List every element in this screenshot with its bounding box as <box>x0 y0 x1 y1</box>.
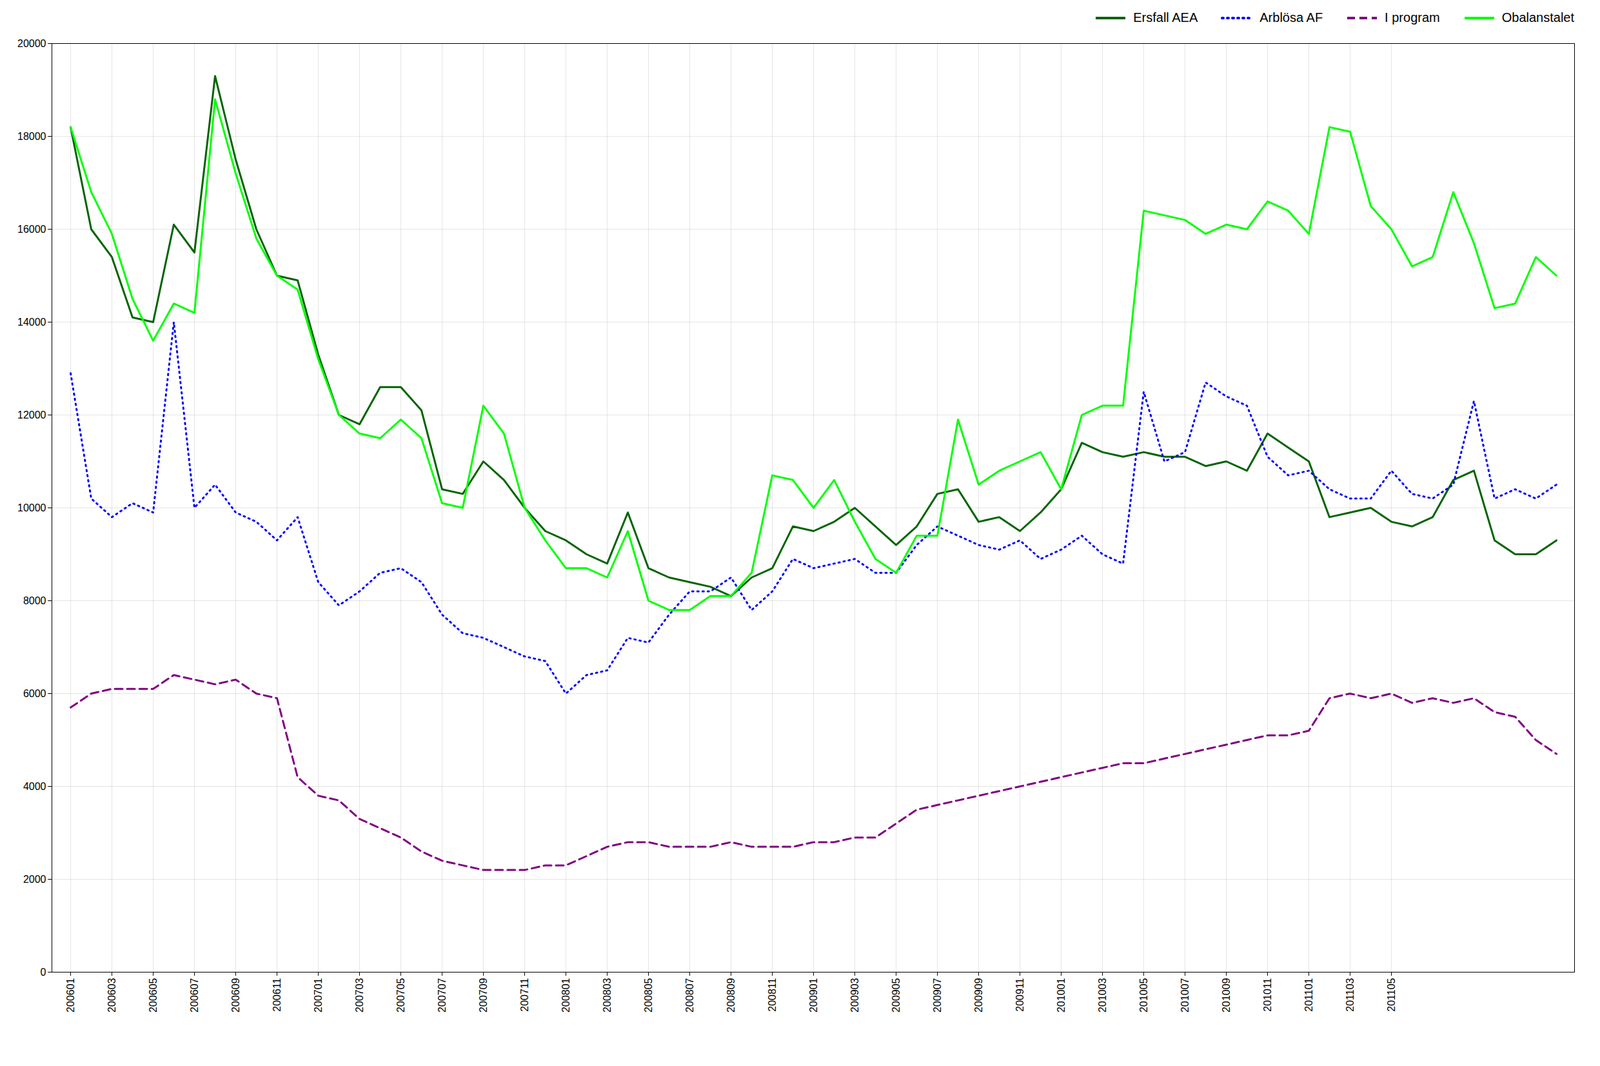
svg-text:8000: 8000 <box>23 595 47 607</box>
svg-text:201103: 201103 <box>1344 977 1356 1012</box>
svg-text:200605: 200605 <box>147 977 159 1012</box>
svg-text:12000: 12000 <box>17 409 47 421</box>
svg-text:200905: 200905 <box>890 977 902 1012</box>
svg-text:201009: 201009 <box>1220 977 1232 1012</box>
svg-text:200607: 200607 <box>188 977 200 1012</box>
svg-text:200603: 200603 <box>106 977 118 1012</box>
svg-text:200803: 200803 <box>601 977 613 1012</box>
svg-text:6000: 6000 <box>23 688 47 700</box>
svg-text:200805: 200805 <box>642 977 654 1012</box>
svg-text:200807: 200807 <box>684 977 696 1012</box>
svg-text:201011: 201011 <box>1262 977 1274 1012</box>
html-text:Ersfall AEA: Ersfall AEA <box>1133 10 1198 25</box>
svg-text:20000: 20000 <box>17 38 47 50</box>
svg-text:2000: 2000 <box>23 873 47 885</box>
svg-text:200901: 200901 <box>808 977 820 1012</box>
svg-text:200705: 200705 <box>395 977 407 1012</box>
svg-text:200811: 200811 <box>766 977 778 1012</box>
html-text:Obalanstalet: Obalanstalet <box>1501 10 1575 25</box>
svg-text:200909: 200909 <box>973 977 985 1012</box>
svg-text:201101: 201101 <box>1303 977 1315 1012</box>
svg-text:10000: 10000 <box>17 502 47 514</box>
svg-text:200903: 200903 <box>849 977 861 1012</box>
svg-text:200707: 200707 <box>436 977 448 1012</box>
html-text:I program: I program <box>1384 10 1440 25</box>
svg-text:201105: 201105 <box>1385 977 1397 1012</box>
svg-text:201005: 201005 <box>1138 977 1150 1012</box>
svg-text:0: 0 <box>40 966 47 978</box>
svg-text:16000: 16000 <box>17 223 47 235</box>
html-text:Arblösa AF: Arblösa AF <box>1259 10 1323 25</box>
svg-text:200801: 200801 <box>560 977 572 1012</box>
svg-text:200711: 200711 <box>519 977 531 1012</box>
svg-text:200701: 200701 <box>312 977 324 1012</box>
svg-text:18000: 18000 <box>17 130 47 142</box>
svg-text:200611: 200611 <box>271 977 283 1012</box>
svg-text:14000: 14000 <box>17 316 47 328</box>
svg-text:200809: 200809 <box>725 977 737 1012</box>
svg-text:201003: 201003 <box>1096 977 1108 1012</box>
svg-text:200709: 200709 <box>477 977 489 1012</box>
svg-text:200601: 200601 <box>65 977 77 1012</box>
svg-text:200703: 200703 <box>354 977 366 1012</box>
svg-text:200907: 200907 <box>931 977 943 1012</box>
svg-text:201007: 201007 <box>1179 977 1191 1012</box>
svg-text:200609: 200609 <box>230 977 242 1012</box>
svg-text:201001: 201001 <box>1055 977 1067 1012</box>
svg-text:200911: 200911 <box>1014 977 1026 1012</box>
svg-text:4000: 4000 <box>23 780 47 792</box>
